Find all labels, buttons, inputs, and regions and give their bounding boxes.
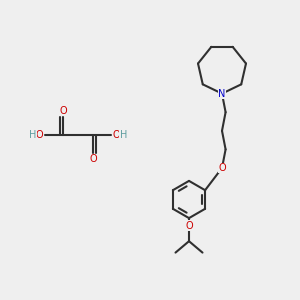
Text: O: O — [218, 163, 226, 173]
Text: O: O — [185, 220, 193, 231]
Text: O: O — [59, 106, 67, 116]
Text: H: H — [120, 130, 127, 140]
Text: O: O — [36, 130, 43, 140]
Text: O: O — [89, 154, 97, 164]
Text: N: N — [218, 88, 226, 99]
Text: O: O — [112, 130, 120, 140]
Text: H: H — [29, 130, 36, 140]
